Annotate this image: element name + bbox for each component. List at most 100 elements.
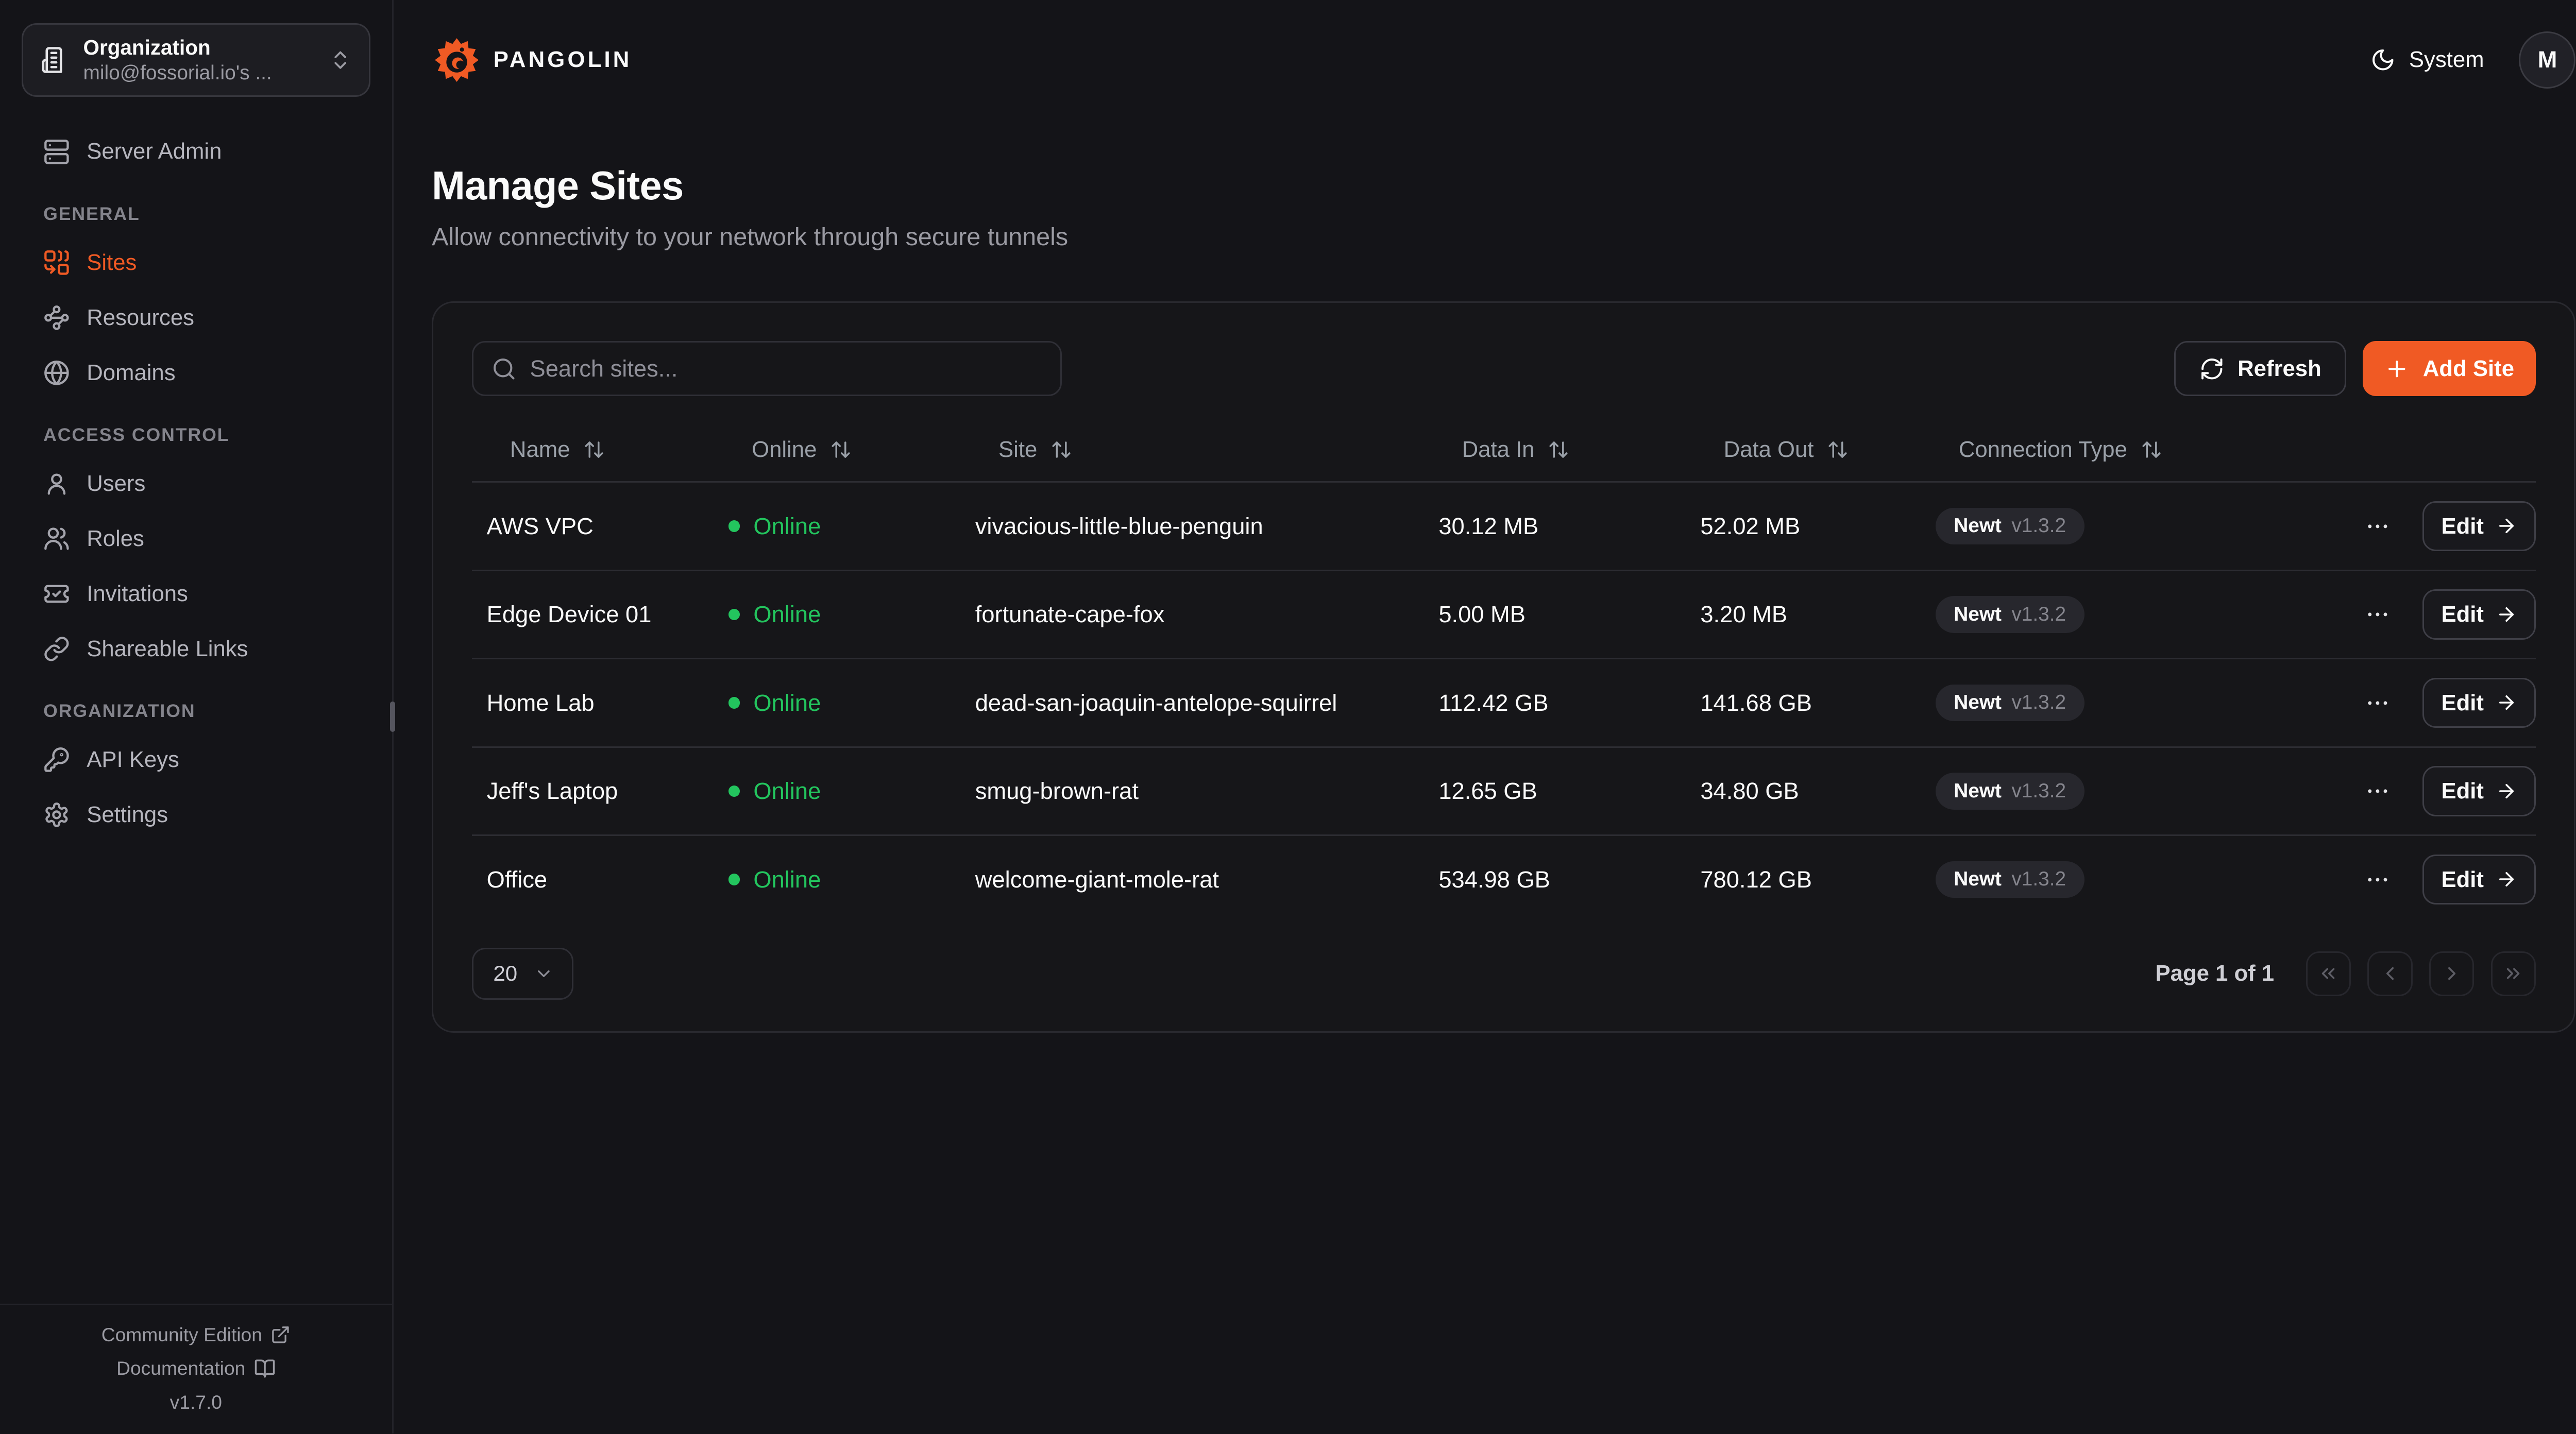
plus-icon — [2384, 356, 2410, 382]
online-dot-icon — [728, 608, 740, 621]
data-out-value: 780.12 GB — [1700, 866, 1812, 893]
toolbar-actions: Refresh Add Site — [2174, 341, 2536, 397]
documentation-label: Documentation — [116, 1357, 246, 1379]
connection-type-badge: Newt v1.3.2 — [1935, 684, 2084, 722]
book-open-icon — [254, 1358, 276, 1379]
online-dot-icon — [728, 520, 740, 532]
sidebar-item-api-keys[interactable]: API Keys — [22, 737, 370, 783]
topbar: PANGOLIN System M — [432, 0, 2576, 120]
site-name: AWS VPC — [486, 513, 594, 539]
edit-button[interactable]: Edit — [2422, 766, 2536, 816]
data-in-value: 5.00 MB — [1438, 601, 1526, 628]
next-page-button[interactable] — [2429, 951, 2475, 997]
org-selector[interactable]: Organization milo@fossorial.io's ... — [22, 23, 370, 97]
site-status: Online — [728, 690, 975, 716]
pagination: 20 Page 1 of 1 — [471, 948, 2536, 1000]
sidebar-item-label: Settings — [87, 802, 168, 828]
sidebar-item-domains[interactable]: Domains — [22, 349, 370, 396]
row-menu-button[interactable] — [2361, 686, 2394, 720]
org-selector-label: Organization — [83, 35, 211, 59]
sort-arrows-icon — [583, 439, 605, 460]
page-title: Manage Sites — [432, 164, 684, 209]
online-dot-icon — [728, 785, 740, 797]
column-header-connection-type[interactable]: Connection Type — [1936, 437, 2269, 463]
site-status: Online — [728, 601, 975, 628]
avatar[interactable]: M — [2519, 31, 2576, 89]
sidebar-item-sites[interactable]: Sites — [22, 240, 370, 286]
community-edition-label: Community Edition — [101, 1323, 262, 1345]
arrow-right-icon — [2496, 780, 2517, 802]
server-icon — [43, 139, 70, 165]
external-link-icon — [270, 1325, 291, 1345]
table-row: Home Lab Online dead-san-joaquin-antelop… — [471, 658, 2536, 746]
sidebar-nav: Server Admin GENERAL Sites Resources — [0, 97, 392, 1304]
row-menu-button[interactable] — [2361, 598, 2394, 631]
sort-arrows-icon — [1050, 439, 1072, 460]
edit-button[interactable]: Edit — [2422, 501, 2536, 552]
edit-button[interactable]: Edit — [2422, 854, 2536, 905]
sidebar-item-users[interactable]: Users — [22, 460, 370, 507]
site-status: Online — [728, 866, 975, 893]
edit-button[interactable]: Edit — [2422, 677, 2536, 728]
search-input[interactable] — [530, 355, 1042, 382]
add-site-button[interactable]: Add Site — [2363, 341, 2536, 397]
last-page-button[interactable] — [2490, 951, 2536, 997]
sidebar-item-server-admin[interactable]: Server Admin — [22, 128, 370, 175]
page-head: Manage Sites Allow connectivity to your … — [432, 163, 2575, 251]
arrow-right-icon — [2496, 868, 2517, 890]
sidebar-item-label: Roles — [87, 526, 144, 552]
sidebar-item-invitations[interactable]: Invitations — [22, 571, 370, 618]
column-header-data-in[interactable]: Data In — [1438, 437, 1700, 463]
sidebar-item-roles[interactable]: Roles — [22, 516, 370, 562]
topbar-right: System M — [2370, 31, 2576, 89]
sidebar-item-label: Users — [87, 471, 146, 497]
building-icon — [40, 46, 68, 74]
data-in-value: 30.12 MB — [1438, 513, 1539, 539]
first-page-button[interactable] — [2306, 951, 2351, 997]
community-edition-link[interactable]: Community Edition — [101, 1324, 291, 1346]
row-menu-button[interactable] — [2361, 509, 2394, 543]
column-header-name[interactable]: Name — [487, 437, 728, 463]
chevrons-up-down-icon — [329, 48, 352, 72]
site-slug: vivacious-little-blue-penguin — [975, 513, 1263, 539]
sites-combine-icon — [43, 249, 70, 276]
column-header-online[interactable]: Online — [728, 437, 975, 463]
site-slug: fortunate-cape-fox — [975, 601, 1165, 628]
refresh-button[interactable]: Refresh — [2174, 341, 2347, 397]
refresh-icon — [2199, 356, 2225, 382]
data-out-value: 141.68 GB — [1700, 689, 1812, 716]
row-menu-button[interactable] — [2361, 863, 2394, 896]
row-menu-button[interactable] — [2361, 775, 2394, 808]
users-icon — [43, 525, 70, 552]
table-toolbar: Refresh Add Site — [471, 341, 2536, 397]
site-status: Online — [728, 778, 975, 805]
site-name: Edge Device 01 — [486, 601, 652, 628]
arrow-right-icon — [2496, 692, 2517, 713]
table-row: Jeff's Laptop Online smug-brown-rat 12.6… — [471, 746, 2536, 835]
sidebar-resize-handle[interactable] — [390, 702, 396, 732]
sort-arrows-icon — [830, 439, 852, 460]
column-header-site[interactable]: Site — [975, 437, 1439, 463]
table-header-row: Name Online Site Data In — [472, 418, 2536, 481]
sort-arrows-icon — [1548, 439, 1569, 460]
sidebar-item-shareable-links[interactable]: Shareable Links — [22, 625, 370, 672]
nav-section-organization: ORGANIZATION — [43, 700, 196, 721]
data-out-value: 34.80 GB — [1700, 778, 1799, 805]
key-icon — [43, 746, 70, 773]
prev-page-button[interactable] — [2367, 951, 2413, 997]
documentation-link[interactable]: Documentation — [116, 1357, 275, 1379]
sort-arrows-icon — [2141, 439, 2162, 460]
brand: PANGOLIN — [432, 35, 632, 85]
sidebar-item-resources[interactable]: Resources — [22, 295, 370, 342]
column-header-data-out[interactable]: Data Out — [1700, 437, 1935, 463]
sidebar-item-settings[interactable]: Settings — [22, 792, 370, 839]
page-size-select[interactable]: 20 — [471, 948, 573, 1000]
nav-section-general: GENERAL — [43, 203, 140, 224]
site-slug: welcome-giant-mole-rat — [975, 866, 1219, 893]
edit-button[interactable]: Edit — [2422, 589, 2536, 640]
arrow-right-icon — [2496, 604, 2517, 625]
arrow-right-icon — [2496, 515, 2517, 537]
sidebar-item-label: Invitations — [87, 581, 188, 606]
theme-toggle[interactable]: System — [2370, 47, 2484, 73]
